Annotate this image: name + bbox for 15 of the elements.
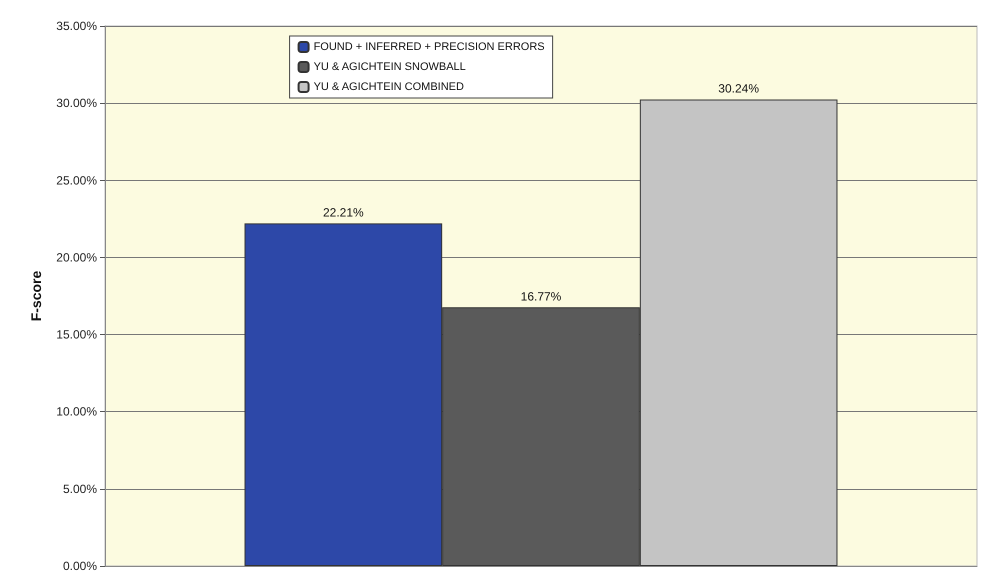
y-tick-label: 25.00% (56, 173, 98, 188)
data-label: 22.21% (322, 205, 364, 220)
y-tick-label: 35.00% (56, 19, 98, 33)
data-label: 16.77% (520, 289, 562, 304)
legend-label: YU & AGICHTEIN COMBINED (314, 81, 464, 93)
y-tick-label: 20.00% (56, 250, 98, 264)
y-tick-label: 10.00% (56, 404, 98, 419)
y-axis-title: F-score (28, 270, 44, 322)
y-tick-label: 5.00% (62, 482, 98, 496)
legend-label: FOUND + INFERRED + PRECISION ERRORS (314, 41, 545, 53)
data-label: 30.24% (718, 81, 760, 96)
y-tick-label: 30.00% (56, 96, 98, 110)
legend-label: YU & AGICHTEIN SNOWBALL (314, 61, 466, 73)
y-tick-label: 15.00% (56, 328, 98, 342)
y-tick-label: 0.00% (62, 559, 98, 573)
